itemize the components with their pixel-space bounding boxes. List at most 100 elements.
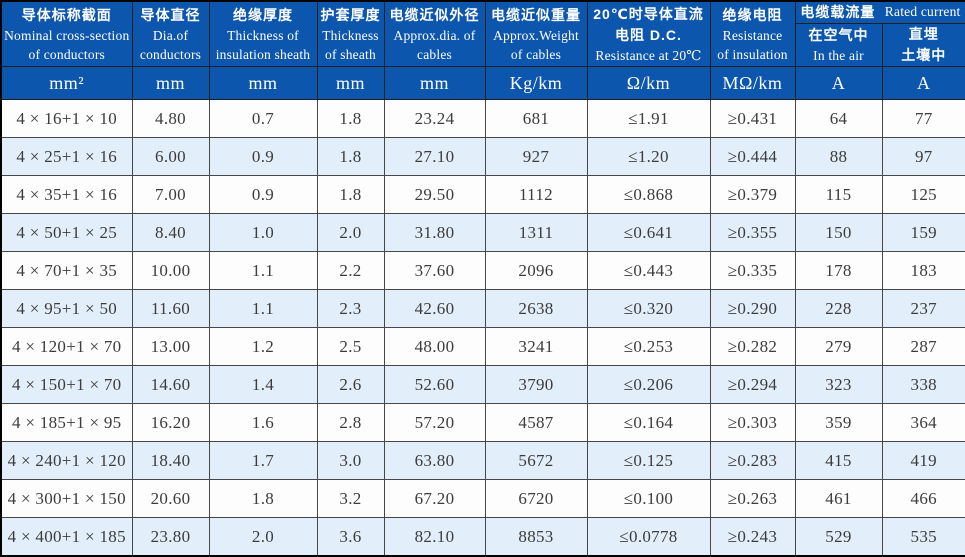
header-label-en: Resistance (711, 26, 795, 45)
header-label-en: Dia.of (133, 26, 209, 45)
table-cell: ≤1.20 (587, 138, 710, 176)
table-cell: ≥0.283 (710, 442, 795, 480)
table-cell: ≥0.379 (710, 176, 795, 214)
header-sheath-thickness: 护套厚度 Thickness of sheath (317, 1, 384, 67)
table-cell: 1.6 (209, 404, 317, 442)
header-label-zh: 护套厚度 (318, 5, 384, 26)
table-cell: 16.20 (132, 404, 209, 442)
table-cell: 37.60 (384, 252, 485, 290)
header-label-zh: 导体直径 (133, 5, 209, 26)
table-cell: 183 (882, 252, 965, 290)
table-cell: ≤1.91 (587, 100, 710, 138)
table-cell: 1.1 (209, 252, 317, 290)
table-cell: 14.60 (132, 366, 209, 404)
header-label-en: In the air (796, 46, 882, 65)
table-cell: 1.8 (317, 100, 384, 138)
table-cell: 359 (795, 404, 882, 442)
table-cell: 4 × 300+1 × 150 (1, 480, 132, 518)
table-cell: 338 (882, 366, 965, 404)
table-cell: 0.7 (209, 100, 317, 138)
table-cell: 4587 (485, 404, 587, 442)
table-cell: 4 × 50+1 × 25 (1, 214, 132, 252)
table-cell: ≥0.431 (710, 100, 795, 138)
table-cell: 4 × 240+1 × 120 (1, 442, 132, 480)
table-cell: 13.00 (132, 328, 209, 366)
table-cell: 2096 (485, 252, 587, 290)
table-cell: ≥0.282 (710, 328, 795, 366)
table-cell: ≥0.335 (710, 252, 795, 290)
header-label-en: Approx.dia. of (385, 26, 485, 45)
table-cell: 535 (882, 518, 965, 557)
table-cell: 23.24 (384, 100, 485, 138)
table-cell: 11.60 (132, 290, 209, 328)
table-cell: 31.80 (384, 214, 485, 252)
table-cell: ≥0.294 (710, 366, 795, 404)
table-cell: 8.40 (132, 214, 209, 252)
table-cell: 1311 (485, 214, 587, 252)
table-cell: 2.0 (209, 518, 317, 557)
table-cell: 1.4 (209, 366, 317, 404)
table-cell: 4 × 120+1 × 70 (1, 328, 132, 366)
table-cell: 529 (795, 518, 882, 557)
table-cell: 2.0 (317, 214, 384, 252)
table-cell: 57.20 (384, 404, 485, 442)
table-cell: 4 × 25+1 × 16 (1, 138, 132, 176)
header-insulation-resistance: 绝缘电阻 Resistance of insulation (710, 1, 795, 67)
table-cell: ≥0.243 (710, 518, 795, 557)
table-cell: 8853 (485, 518, 587, 557)
header-label-zh: 绝缘厚度 (210, 5, 317, 26)
header-label-zh: 在空气中 (796, 25, 882, 46)
table-cell: 1.1 (209, 290, 317, 328)
table-cell: 1.8 (317, 138, 384, 176)
table-cell: 364 (882, 404, 965, 442)
table-cell: 4 × 185+1 × 95 (1, 404, 132, 442)
unit-cell: Ω/km (587, 67, 710, 100)
table-cell: 1.2 (209, 328, 317, 366)
unit-cell: Kg/km (485, 67, 587, 100)
header-label-en: of cables (486, 45, 587, 64)
table-cell: 3790 (485, 366, 587, 404)
table-cell: 1.8 (209, 480, 317, 518)
unit-cell: A (882, 67, 965, 100)
header-buried-soil: 直埋 土壤中 (882, 24, 965, 67)
table-cell: 125 (882, 176, 965, 214)
table-cell: ≤0.100 (587, 480, 710, 518)
table-cell: 279 (795, 328, 882, 366)
table-cell: 2.3 (317, 290, 384, 328)
table-cell: 150 (795, 214, 882, 252)
table-cell: 1.0 (209, 214, 317, 252)
table-cell: 52.60 (384, 366, 485, 404)
table-cell: ≥0.303 (710, 404, 795, 442)
table-cell: ≤0.641 (587, 214, 710, 252)
unit-cell: mm (384, 67, 485, 100)
table-cell: 2.6 (317, 366, 384, 404)
unit-cell: mm² (1, 67, 132, 100)
table-cell: ≤0.320 (587, 290, 710, 328)
header-label-zh: 直埋 (883, 24, 965, 45)
header-label-en: conductors (133, 45, 209, 64)
table-cell: 1.7 (209, 442, 317, 480)
unit-cell: MΩ/km (710, 67, 795, 100)
table-cell: 67.20 (384, 480, 485, 518)
header-label-en: Approx.Weight (486, 26, 587, 45)
header-label-en: of sheath (318, 45, 384, 64)
table-cell: 2.5 (317, 328, 384, 366)
table-cell: 2.2 (317, 252, 384, 290)
header-label-zh: 绝缘电阻 (711, 5, 795, 26)
table-cell: ≤0.164 (587, 404, 710, 442)
table-cell: 681 (485, 100, 587, 138)
table-cell: 323 (795, 366, 882, 404)
table-cell: 2638 (485, 290, 587, 328)
unit-cell: mm (209, 67, 317, 100)
table-cell: 115 (795, 176, 882, 214)
table-cell: 1.8 (317, 176, 384, 214)
header-label-zh: 电阻 D.C. (588, 25, 710, 46)
table-cell: 419 (882, 442, 965, 480)
